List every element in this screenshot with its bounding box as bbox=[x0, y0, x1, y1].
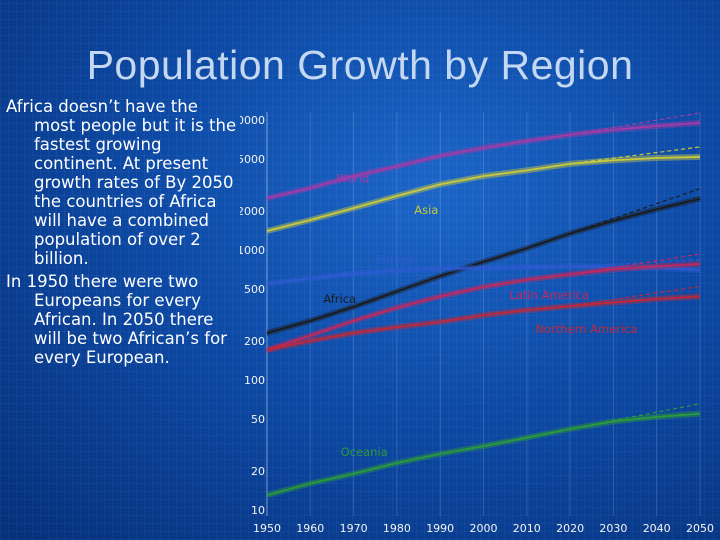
series-line-oceania bbox=[266, 412, 701, 497]
series-label-oceania: Oceania bbox=[341, 445, 388, 459]
series-label-latin-america: Latin America bbox=[509, 288, 589, 302]
series-label-europe: Europe bbox=[375, 252, 415, 266]
x-tick-label-1980: 1980 bbox=[383, 522, 411, 535]
slide-body-text: Africa doesn’t have the most people but … bbox=[6, 97, 244, 371]
series-line-northern-america bbox=[266, 295, 701, 351]
y-tick-label-500: 500 bbox=[244, 283, 265, 296]
x-tick-label-2010: 2010 bbox=[513, 522, 541, 535]
series-labels: World Asia Africa Europe Latin America Northe… bbox=[323, 172, 637, 459]
series-line-europe bbox=[266, 265, 701, 285]
series-line-world bbox=[266, 121, 701, 200]
y-tick-label-1000: 1000 bbox=[240, 244, 265, 257]
series-line-africa bbox=[266, 197, 701, 334]
x-tick-label-2000: 2000 bbox=[470, 522, 498, 535]
x-tick-label-1970: 1970 bbox=[340, 522, 368, 535]
x-tick-label-1950: 1950 bbox=[253, 522, 281, 535]
y-tick-label-50: 50 bbox=[251, 413, 265, 426]
paragraph-europe-africa-ratio: In 1950 there were two Europeans for eve… bbox=[6, 272, 227, 367]
y-tick-label-2000: 2000 bbox=[240, 205, 265, 218]
series-projection-africa bbox=[569, 188, 701, 235]
x-tick-label-2020: 2020 bbox=[556, 522, 584, 535]
series-band-oceania bbox=[267, 410, 700, 499]
x-tick-label-2050: 2050 bbox=[686, 522, 714, 535]
x-tick-label-1960: 1960 bbox=[296, 522, 324, 535]
series-projection-asia bbox=[570, 146, 701, 165]
x-tick-label-2030: 2030 bbox=[599, 522, 627, 535]
x-tick-label-2040: 2040 bbox=[643, 522, 671, 535]
series-line-asia bbox=[266, 156, 701, 232]
y-tick-label-10: 10 bbox=[251, 504, 265, 517]
series-label-northern-america: Northern America bbox=[535, 322, 637, 336]
series-line-latin-america bbox=[266, 263, 701, 351]
y-tick-label-5000: 5000 bbox=[240, 153, 265, 166]
y-axis-ticks: 10 20 50 100 200 500 1000 2000 5000 10000 bbox=[240, 114, 265, 517]
population-chart: 10205010020050010002000500010000 1950196… bbox=[240, 112, 714, 535]
series-label-africa: Africa bbox=[323, 292, 356, 306]
chart-series bbox=[266, 112, 701, 499]
y-tick-label-20: 20 bbox=[251, 465, 265, 478]
series-band-world bbox=[267, 119, 700, 202]
y-tick-label-200: 200 bbox=[244, 335, 265, 348]
series-projection-europe bbox=[570, 259, 701, 268]
paragraph-africa-growth: Africa doesn’t have the most people but … bbox=[6, 97, 237, 268]
x-tick-label-1990: 1990 bbox=[426, 522, 454, 535]
x-axis-ticks: 1950 1960 1970 1980 1990 2000 2010 2020 2030 2040… bbox=[253, 522, 714, 535]
series-band-africa bbox=[267, 195, 700, 336]
series-projection-northern-america bbox=[570, 285, 701, 307]
y-tick-label-10000: 10000 bbox=[240, 114, 265, 127]
series-label-asia: Asia bbox=[414, 203, 438, 217]
series-projection-world bbox=[570, 112, 701, 136]
slide-title: Population Growth by Region bbox=[86, 42, 634, 88]
y-tick-label-100: 100 bbox=[244, 374, 265, 387]
series-band-europe bbox=[267, 263, 700, 287]
series-label-world: World bbox=[336, 172, 369, 186]
chart-grid bbox=[266, 112, 701, 516]
